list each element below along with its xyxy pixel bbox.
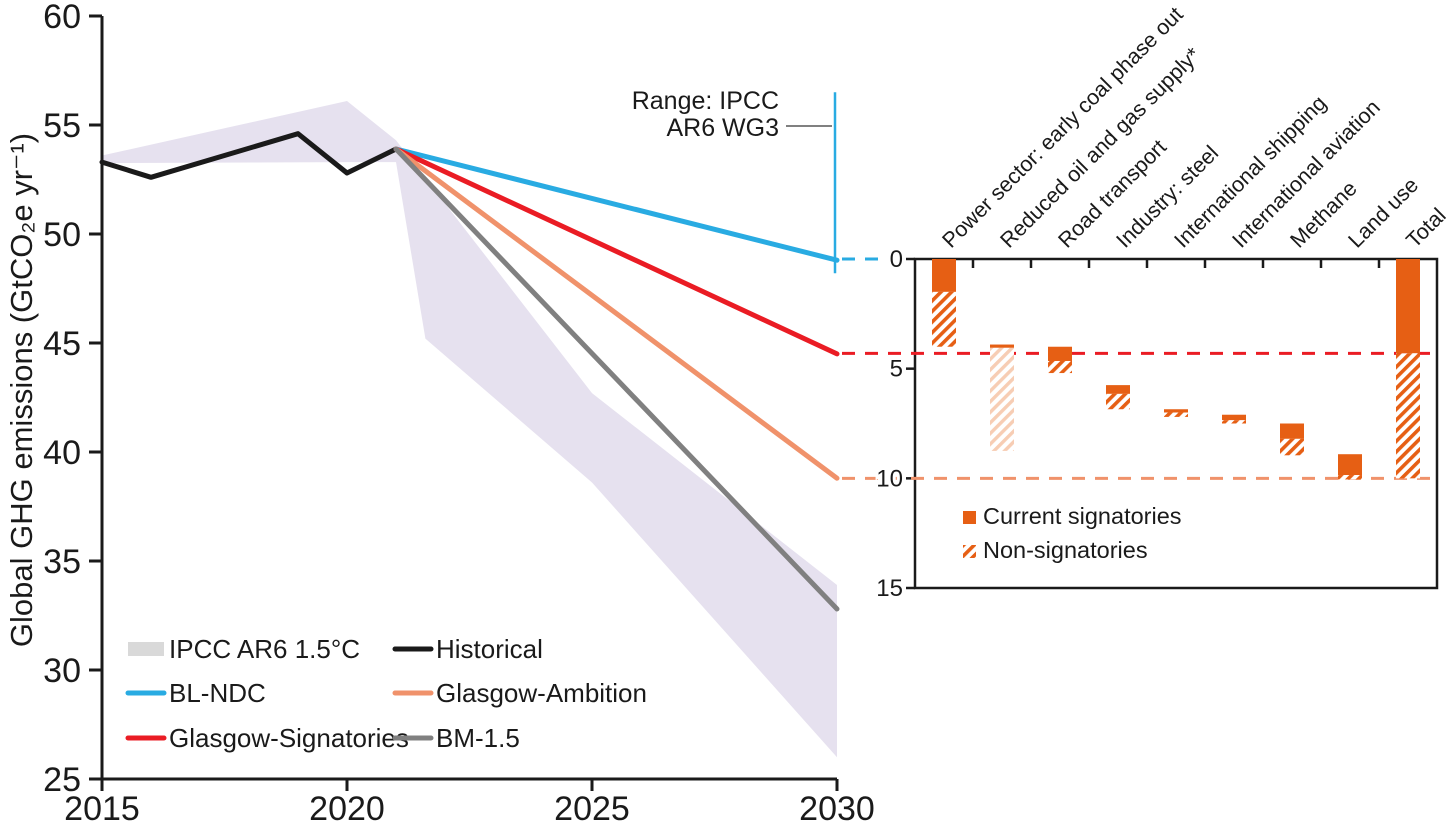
bar-international-aviation-solid (1222, 414, 1246, 421)
legend-label-historical: Historical (436, 634, 543, 664)
y-tick-label: 35 (43, 543, 81, 581)
bar-total-solid (1396, 259, 1420, 354)
inset-y-tick-label: 15 (876, 575, 903, 602)
bar-road-transport-solid (1048, 346, 1072, 361)
legend-swatch-ipcc-ar6-1-5-c (128, 642, 164, 656)
bar-land-use-solid (1338, 454, 1362, 476)
bar-international-shipping-hatch (1164, 412, 1188, 417)
inset-y-tick-label: 10 (876, 465, 903, 492)
bar-international-aviation-hatch (1222, 420, 1246, 424)
inset-y-tick-label: 0 (890, 246, 903, 273)
line-bl-ndc (393, 146, 840, 263)
y-tick-label: 50 (43, 216, 81, 254)
range-label-line: AR6 WG3 (666, 114, 779, 142)
range-label-line: Range: IPCC (632, 87, 779, 115)
inset-frame (913, 257, 1439, 590)
legend-label-glasgow-ambition: Glasgow-Ambition (436, 678, 647, 708)
x-tick-label: 2025 (554, 790, 630, 827)
x-tick-label: 2015 (64, 790, 140, 827)
bar-industry-steel-solid (1106, 385, 1130, 394)
line-glasgow-ambition (393, 146, 840, 481)
y-tick-label: 30 (43, 652, 81, 690)
bar-total-hatch (1396, 353, 1420, 479)
legends-layer: IPCC AR6 1.5°C Historical BL-NDC Glasgow-Am… (125, 503, 1182, 753)
y-tick-label: 25 (43, 761, 81, 799)
inset-category-label-total: Total (1402, 203, 1450, 252)
inset-bars-layer (932, 259, 1420, 480)
line-historical (99, 131, 399, 180)
y-axis-title: Global GHG emissions (GtCO₂e yr⁻¹) (4, 133, 39, 647)
series-lines-layer (99, 131, 840, 612)
bar-methane-solid (1280, 423, 1304, 439)
bar-power-sector-early-coal-phase-out-hatch (932, 291, 956, 347)
inset-category-label-industry-steel: Industry: steel (1112, 141, 1224, 253)
bar-reduced-oil-and-gas-supply-hatch (990, 347, 1014, 451)
inset-legend-label-non-signatories: Non-signatories (983, 537, 1148, 563)
y-tick-label: 60 (43, 0, 81, 36)
x-tick-label: 2020 (309, 790, 385, 827)
legend-label-bl-ndc: BL-NDC (169, 678, 266, 708)
bar-reduced-oil-and-gas-supply-solid (990, 344, 1014, 348)
bar-international-shipping-solid (1164, 409, 1188, 413)
y-tick-label: 40 (43, 434, 81, 472)
line-glasgow-signatories (393, 146, 840, 357)
legend-label-ipcc-ar6-1-5-c: IPCC AR6 1.5°C (169, 634, 360, 664)
connector-dashes-layer (842, 257, 1437, 480)
y-tick-label: 45 (43, 325, 81, 363)
inset-legend-label-current-signatories: Current signatories (983, 503, 1182, 529)
legend-label-bm-1-5: BM-1.5 (436, 723, 520, 753)
x-tick-label: 2030 (799, 790, 875, 827)
legend-label-glasgow-signatories: Glasgow-Signatories (169, 723, 409, 753)
inset-legend-swatch-current-signatories (963, 511, 976, 524)
bar-power-sector-early-coal-phase-out-solid (932, 259, 956, 292)
line-bm-1-5 (393, 146, 840, 612)
y-tick-label: 55 (43, 107, 81, 145)
inset-y-tick-label: 5 (890, 356, 903, 383)
bar-land-use-hatch (1338, 475, 1362, 480)
bar-methane-hatch (1280, 438, 1304, 456)
inset-legend-swatch-non-signatories (963, 545, 976, 558)
bar-road-transport-hatch (1048, 360, 1072, 374)
bar-industry-steel-hatch (1106, 393, 1130, 410)
